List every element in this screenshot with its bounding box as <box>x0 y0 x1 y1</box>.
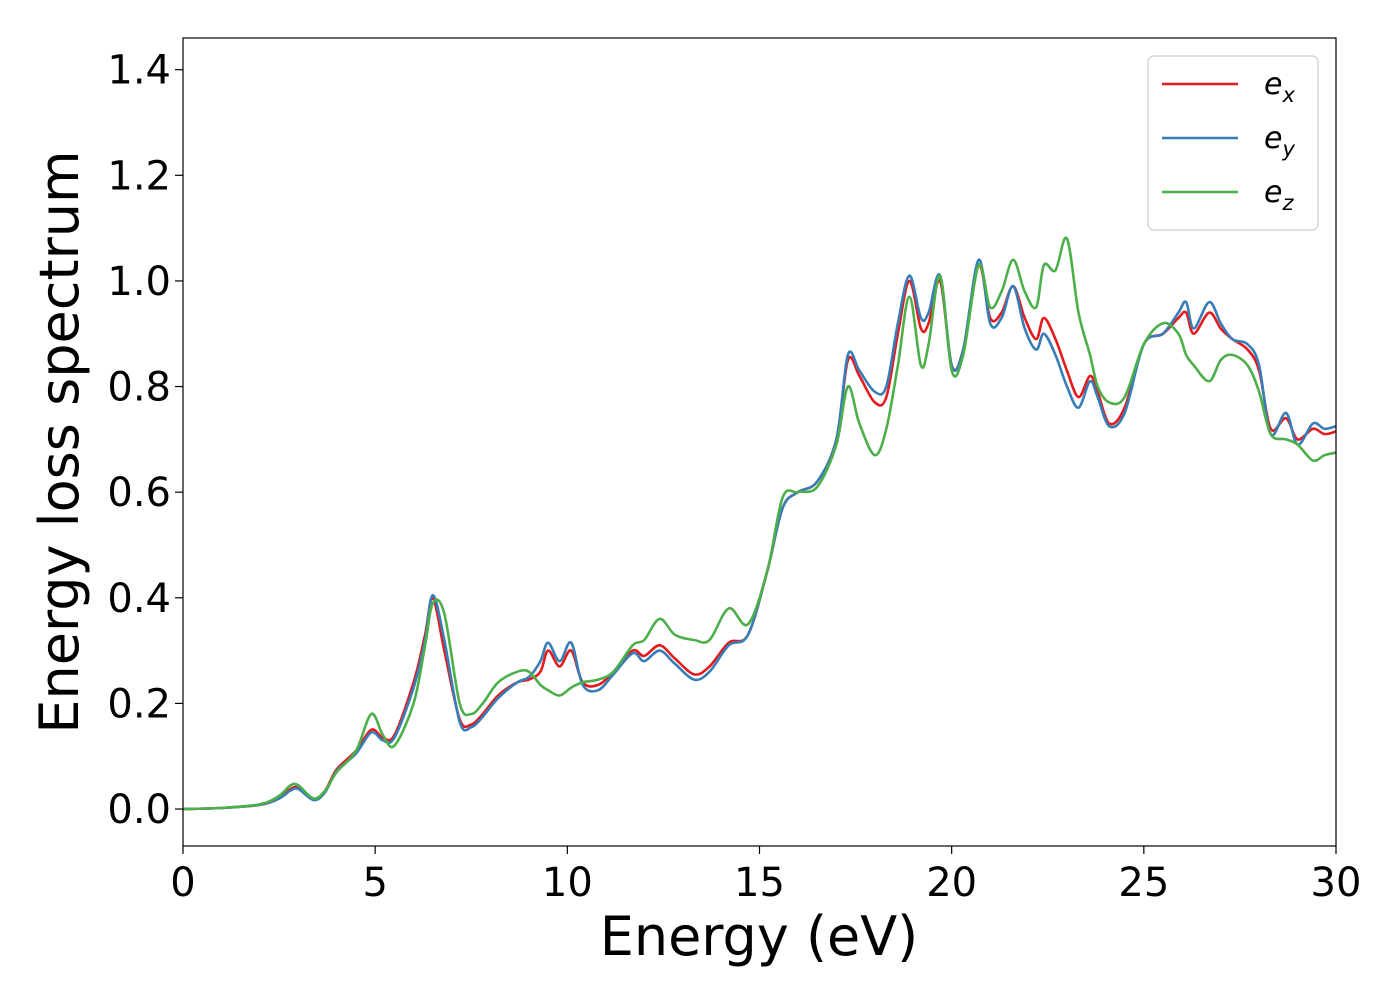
x-tick-label: 30 <box>1311 860 1362 906</box>
y-ticks: 0.0 0.2 0.4 0.6 0.8 1.0 1.2 1.4 <box>107 48 183 833</box>
legend-label-ex: ex <box>1264 67 1295 107</box>
series-line-ez <box>182 236 1337 811</box>
y-tick-label: 0.2 <box>107 681 171 727</box>
y-tick-label: 0.4 <box>107 576 171 622</box>
legend: ex ey ez <box>1147 55 1319 231</box>
x-tick-label: 25 <box>1118 860 1169 906</box>
legend-label-ez: ez <box>1264 175 1294 215</box>
x-ticks: 0 5 10 15 20 25 30 <box>170 846 1361 906</box>
y-tick-label: 1.0 <box>107 259 171 305</box>
x-tick-label: 10 <box>542 860 593 906</box>
x-tick-label: 15 <box>734 860 785 906</box>
x-tick-label: 20 <box>926 860 977 906</box>
plot-frame <box>182 37 1337 847</box>
legend-label-ey: ey <box>1264 121 1295 161</box>
series-line-ex <box>182 263 1337 811</box>
y-tick-label: 1.2 <box>107 153 171 199</box>
x-tick-label: 5 <box>362 860 387 906</box>
y-tick-label: 1.4 <box>107 48 171 94</box>
y-axis-title: Energy loss spectrum <box>28 150 91 733</box>
x-tick-label: 0 <box>170 860 195 906</box>
x-axis-title: Energy (eV) <box>600 905 919 968</box>
series-line-ey <box>182 258 1337 811</box>
legend-box <box>1147 55 1319 231</box>
series-lines <box>182 236 1337 811</box>
y-tick-label: 0.6 <box>107 470 171 516</box>
y-tick-label: 0.0 <box>107 787 171 833</box>
y-tick-label: 0.8 <box>107 365 171 411</box>
